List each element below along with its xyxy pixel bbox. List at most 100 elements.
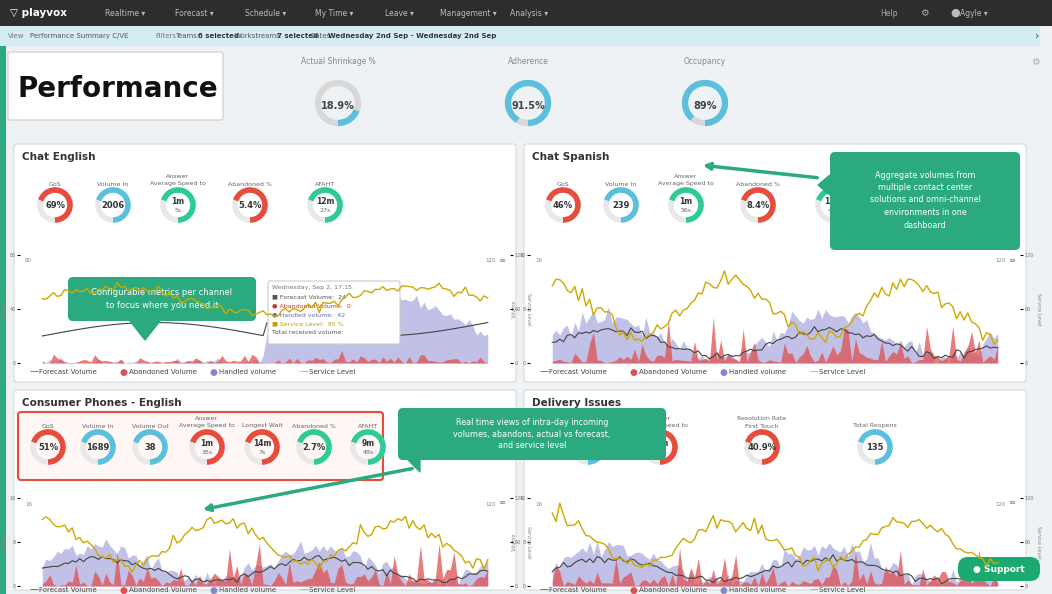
Text: Volume Out: Volume Out: [132, 424, 168, 428]
FancyBboxPatch shape: [68, 277, 256, 321]
Polygon shape: [408, 460, 420, 472]
Text: AFAHT: AFAHT: [358, 424, 378, 428]
Text: Abandoned Volume: Abandoned Volume: [129, 587, 197, 593]
Text: 45s: 45s: [828, 207, 838, 213]
Text: 7s: 7s: [259, 450, 265, 454]
Text: Filters: Filters: [155, 33, 176, 39]
Text: 91.5%: 91.5%: [511, 101, 545, 111]
Text: ●: ●: [630, 368, 638, 377]
Polygon shape: [130, 321, 160, 340]
Text: 120: 120: [486, 258, 495, 264]
Text: Service Level: Service Level: [820, 587, 866, 593]
Text: Answer: Answer: [196, 416, 219, 422]
Text: 6 selected: 6 selected: [198, 33, 239, 39]
Text: Handled volume: Handled volume: [219, 587, 276, 593]
Text: 469: 469: [580, 444, 596, 453]
Text: Volume In: Volume In: [572, 424, 604, 428]
Text: Handled volume: Handled volume: [729, 587, 786, 593]
Text: Average Speed to: Average Speed to: [150, 182, 206, 187]
Text: 48s: 48s: [363, 450, 373, 454]
Text: Service Level: Service Level: [820, 369, 866, 375]
Text: 120: 120: [995, 501, 1006, 507]
Text: 35s: 35s: [201, 450, 213, 454]
Text: 89%: 89%: [693, 101, 716, 111]
Text: —: —: [31, 586, 39, 594]
FancyBboxPatch shape: [524, 144, 1026, 382]
Text: Forecast ▾: Forecast ▾: [175, 8, 214, 17]
Text: Real time views of intra-day incoming
volumes, abandons, actual vs forecast,
and: Real time views of intra-day incoming vo…: [453, 418, 610, 450]
Text: 27s: 27s: [320, 207, 330, 213]
Text: Abandoned %: Abandoned %: [292, 424, 336, 428]
Text: ● Handled volume:  42: ● Handled volume: 42: [272, 312, 345, 318]
Y-axis label: Service Level: Service Level: [1036, 293, 1041, 326]
Text: Longest Wait: Longest Wait: [242, 424, 282, 428]
Text: —: —: [540, 368, 549, 377]
Text: ■ Service Level:  85 %: ■ Service Level: 85 %: [272, 321, 344, 327]
Y-axis label: Service Level: Service Level: [526, 293, 531, 326]
Text: Answer: Answer: [674, 175, 697, 179]
Text: Delivery Issues: Delivery Issues: [532, 398, 621, 408]
Text: ⚙: ⚙: [1031, 57, 1039, 67]
Text: Service Level: Service Level: [309, 587, 356, 593]
Text: ●: ●: [120, 368, 128, 377]
Text: ≡: ≡: [1009, 255, 1015, 264]
Text: ● Support: ● Support: [973, 564, 1025, 573]
Text: 46%: 46%: [553, 201, 573, 210]
Text: Actual Shrinkage %: Actual Shrinkage %: [301, 58, 376, 67]
Text: ●: ●: [210, 586, 218, 594]
Text: My Time ▾: My Time ▾: [315, 8, 353, 17]
FancyBboxPatch shape: [958, 557, 1040, 581]
FancyBboxPatch shape: [8, 52, 223, 120]
Text: ●: ●: [950, 8, 959, 18]
Text: Teams:: Teams:: [175, 33, 199, 39]
Text: Realtime ▾: Realtime ▾: [105, 8, 145, 17]
Text: Abandoned %: Abandoned %: [736, 182, 780, 187]
Text: GoS: GoS: [48, 182, 61, 187]
Text: ≡: ≡: [499, 255, 506, 264]
Text: ■ Forecast Volume:  24: ■ Forecast Volume: 24: [272, 295, 346, 299]
Text: 5s: 5s: [175, 207, 182, 213]
Text: Aggregate volumes from
multiple contact center
solutions and omni-channel
enviro: Aggregate volumes from multiple contact …: [870, 170, 980, 229]
Text: Handled volume: Handled volume: [729, 369, 786, 375]
Text: Occupancy: Occupancy: [684, 58, 726, 67]
FancyBboxPatch shape: [14, 144, 515, 382]
Text: Answer: Answer: [648, 416, 671, 422]
Text: AFAHT: AFAHT: [315, 182, 336, 187]
Text: Consumer Phones - English: Consumer Phones - English: [22, 398, 182, 408]
Text: ⚙: ⚙: [920, 8, 929, 18]
Text: ● Abandoned Volume:  0: ● Abandoned Volume: 0: [272, 304, 350, 308]
Text: 51%: 51%: [38, 444, 58, 453]
Text: Average Speed to: Average Speed to: [179, 424, 235, 428]
Text: Chat Spanish: Chat Spanish: [532, 152, 609, 162]
Text: Performance Summary C/VE: Performance Summary C/VE: [31, 33, 128, 39]
Text: 135: 135: [866, 444, 884, 453]
Text: GoS: GoS: [42, 424, 55, 428]
Text: Answer: Answer: [166, 175, 189, 179]
Text: Configurable metrics per channel
to focus where you need it: Configurable metrics per channel to focu…: [92, 288, 232, 309]
Text: AFAHT: AFAHT: [823, 182, 843, 187]
Text: —: —: [300, 586, 309, 594]
Text: 8s: 8s: [656, 450, 664, 454]
Text: Forecast Volume: Forecast Volume: [39, 587, 97, 593]
Text: First Touch: First Touch: [745, 424, 778, 428]
Text: ≡: ≡: [1009, 498, 1015, 507]
Text: 23m: 23m: [651, 440, 669, 448]
Text: Abandoned %: Abandoned %: [228, 182, 271, 187]
Text: Abandoned Volume: Abandoned Volume: [639, 587, 707, 593]
Text: —: —: [31, 368, 39, 377]
Text: ≡: ≡: [499, 498, 506, 507]
Text: Workstreams:: Workstreams:: [235, 33, 283, 39]
Text: View: View: [8, 33, 24, 39]
Text: 69%: 69%: [45, 201, 65, 210]
Text: Chat English: Chat English: [22, 152, 96, 162]
Text: 7 selected: 7 selected: [277, 33, 318, 39]
Text: Agyle ▾: Agyle ▾: [960, 8, 988, 17]
Bar: [0, 46, 6, 594]
FancyBboxPatch shape: [830, 152, 1020, 250]
Text: ●: ●: [630, 586, 638, 594]
Text: Adherence: Adherence: [507, 58, 548, 67]
Text: 239: 239: [612, 201, 630, 210]
Text: 1689: 1689: [86, 444, 109, 453]
FancyBboxPatch shape: [18, 412, 383, 480]
Text: 2.7%: 2.7%: [302, 444, 326, 453]
